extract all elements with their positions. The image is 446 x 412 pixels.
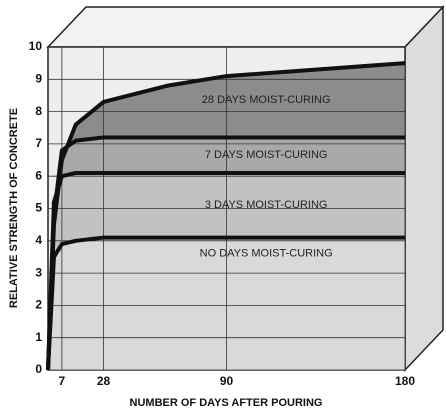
x-axis-title: NUMBER OF DAYS AFTER POURING (130, 397, 323, 409)
y-axis-title: RELATIVE STRENGTH OF CONCRETE (8, 108, 20, 308)
y-tick-label: 2 (35, 298, 42, 312)
x-tick-label: 7 (59, 374, 66, 388)
band-label: 3 DAYS MOIST-CURING (205, 199, 328, 211)
block-top (48, 7, 443, 47)
chart: 0 1 2 3 4 5 6 7 8 9 10 7 28 90 180 28 DAYS MOIST-CURING… (0, 0, 446, 412)
y-tick-label: 5 (35, 201, 42, 215)
band-label: 28 DAYS MOIST-CURING (202, 94, 331, 106)
y-tick-label: 6 (35, 168, 42, 182)
y-tick-label: 8 (35, 104, 42, 118)
y-tick-label: 7 (35, 136, 42, 150)
x-tick-label: 90 (220, 374, 234, 388)
y-tick-label: 10 (29, 39, 43, 53)
y-tick-label: 3 (35, 265, 42, 279)
band-label: NO DAYS MOIST-CURING (200, 248, 333, 260)
x-tick-label: 180 (395, 374, 415, 388)
y-tick-label: 4 (35, 233, 42, 247)
y-tick-label: 9 (35, 71, 42, 85)
block-side (405, 7, 443, 370)
band-label: 7 DAYS MOIST-CURING (205, 149, 328, 161)
y-tick-label: 1 (35, 330, 42, 344)
y-tick-label: 0 (35, 362, 42, 376)
x-tick-label: 28 (97, 374, 111, 388)
